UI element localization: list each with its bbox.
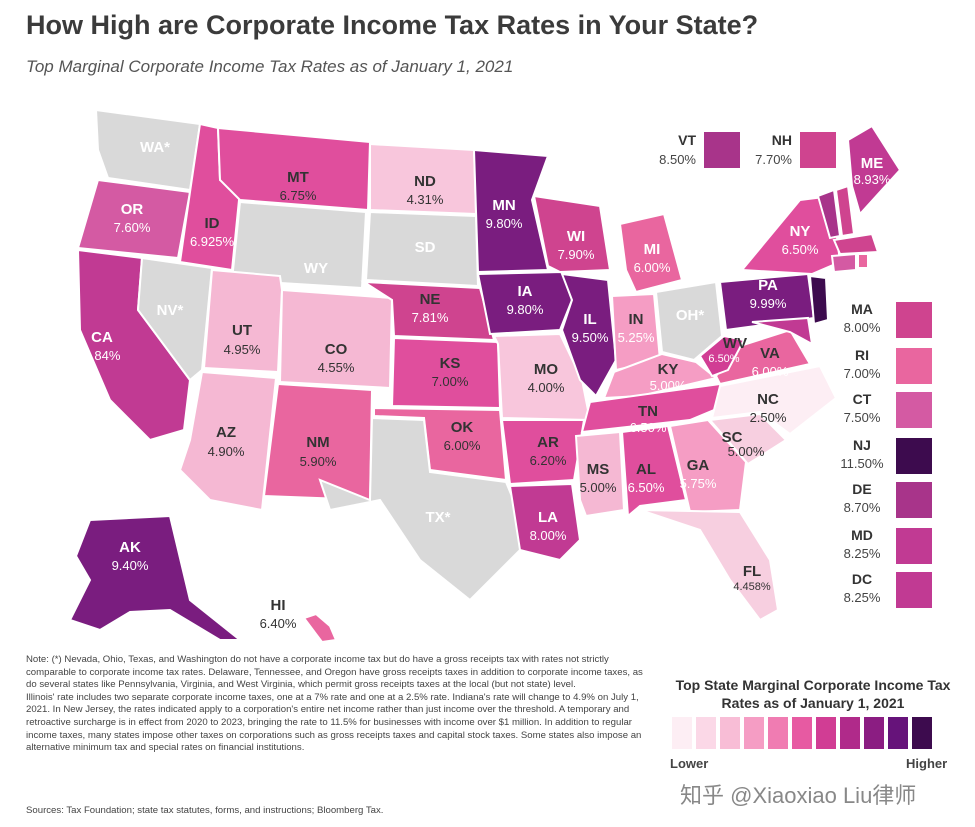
state-ut[interactable] [202,268,284,374]
callout-rate: 7.00% [843,366,881,381]
legend-low-label: Lower [670,756,709,771]
watermark: 知乎 @Xiaoxiao Liu律师 [680,783,917,808]
state-sd[interactable] [364,210,480,288]
legend-swatch [696,717,716,749]
callout-rate: 8.00% [843,320,881,335]
legend-swatch [792,717,812,749]
state-tx[interactable] [318,416,532,602]
callout-code: CT [852,391,872,407]
state-mn[interactable] [472,148,550,274]
state-wy[interactable] [230,200,368,290]
callout-swatch [704,132,740,168]
state-mt[interactable] [216,126,372,212]
callout-swatch [896,392,932,428]
state-nv[interactable] [136,256,214,382]
state-hi[interactable] [302,612,338,644]
callout-rate: 8.50% [659,152,696,167]
legend-swatch [672,717,692,749]
legend-swatch [744,717,764,749]
callout-code: VT [678,132,696,148]
callout-rate: 7.50% [843,410,881,425]
callout-ri: RI 7.00% [832,346,967,386]
state-me[interactable] [846,124,902,217]
state-nm[interactable] [262,382,374,502]
callout-de: DE 8.70% [832,480,967,520]
state-ri[interactable] [857,253,869,269]
callout-swatch [896,302,932,338]
state-ct[interactable] [830,252,857,274]
state-al[interactable] [620,424,688,519]
state-or[interactable] [76,178,192,260]
state-vt[interactable] [816,188,842,240]
state-md[interactable] [751,316,814,346]
state-wv[interactable] [698,334,746,378]
legend-swatch [864,717,884,749]
callout-nh: NH 7.70% [716,132,836,172]
state-ga[interactable] [668,418,748,514]
legend-swatch [912,717,932,749]
legend-swatch [720,717,740,749]
state-ne[interactable] [360,280,496,342]
legend-swatch [888,717,908,749]
sources: Sources: Tax Foundation; state tax statu… [26,805,384,816]
callout-swatch [896,438,932,474]
us-state-map [68,108,902,644]
state-ma[interactable] [832,232,880,256]
legend-swatch [840,717,860,749]
state-il[interactable] [560,272,618,398]
map-subtitle: Top Marginal Corporate Income Tax Rates … [26,57,514,76]
state-fl[interactable] [639,509,780,622]
state-wa[interactable] [94,108,202,192]
callout-code: DE [852,481,872,497]
callout-code: NJ [853,437,871,453]
state-nc[interactable] [710,364,838,436]
state-la[interactable] [508,482,582,562]
state-mi[interactable] [618,212,684,294]
callout-swatch [896,572,932,608]
callout-rate: 8.70% [843,500,881,515]
state-ar[interactable] [500,419,586,486]
callout-rate: 8.25% [843,590,881,605]
callout-code: MA [851,301,873,317]
map-title: How High are Corporate Income Tax Rates … [26,10,759,40]
state-sc[interactable] [708,412,788,466]
callout-code: MD [851,527,873,543]
state-ia[interactable] [476,270,574,336]
callout-rate: 11.50% [840,456,884,471]
state-ks[interactable] [390,336,502,410]
state-nh[interactable] [834,184,856,238]
state-oh[interactable] [654,280,724,362]
state-nd[interactable] [369,142,478,216]
callout-code: DC [851,571,873,587]
callout-swatch [896,348,932,384]
callout-vt: VT 8.50% [620,132,740,172]
legend-high-label: Higher [906,756,948,771]
footnote-para-2: Illinois' rate includes two separate cor… [26,691,642,754]
footnote: Note: (*) Nevada, Ohio, Texas, and Washi… [26,654,646,755]
state-co[interactable] [278,288,394,390]
callout-ma: MA 8.00% [832,300,967,340]
state-ms[interactable] [574,430,626,518]
callout-dc: DC 8.25% [832,570,967,610]
callout-swatch [800,132,836,168]
callout-rate: 7.70% [755,152,792,167]
callout-ct: CT 7.50% [832,390,967,430]
footnote-para-1: Note: (*) Nevada, Ohio, Texas, and Washi… [26,654,643,691]
callout-nj: NJ 11.50% [832,436,967,476]
callout-code: RI [855,347,869,363]
legend-swatch [768,717,788,749]
callout-rate: 8.25% [843,546,881,561]
legend-swatch [816,717,836,749]
state-az[interactable] [178,370,278,512]
callout-swatch [896,528,932,564]
state-ak[interactable] [68,514,243,641]
legend-swatches [672,717,932,749]
state-nj[interactable] [808,274,830,326]
legend-title: Top State Marginal Corporate Income Tax … [675,677,951,711]
callout-code: NH [771,132,792,148]
callout-swatch [896,482,932,518]
callout-md: MD 8.25% [832,526,967,566]
state-wi[interactable] [532,194,612,274]
